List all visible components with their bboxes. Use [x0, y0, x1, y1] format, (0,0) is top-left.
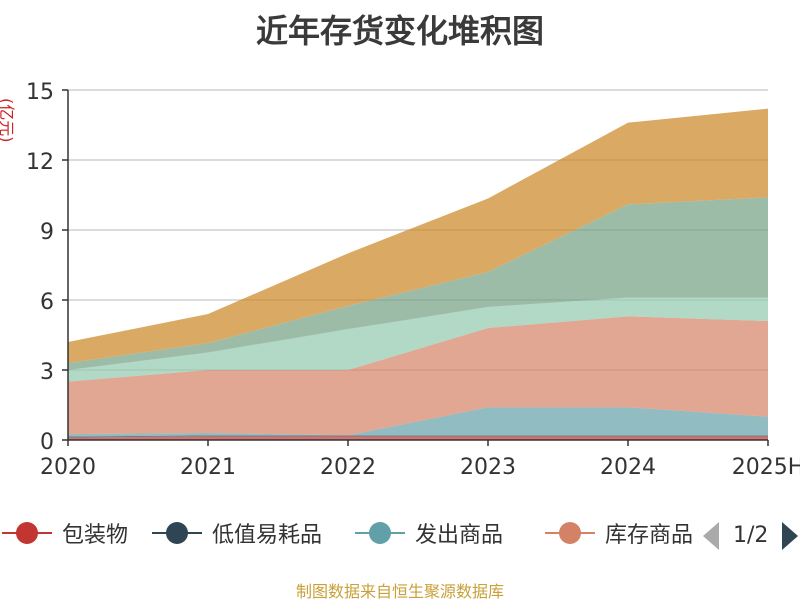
area-series-7: [68, 108, 768, 364]
legend: 包装物 低值易耗品 发出商品 库存商品 1/2: [2, 522, 798, 550]
legend-label: 发出商品: [415, 523, 503, 548]
axes: 0 3 6 9 12 15 2020 2021 2022 2023 2024 2025H: [26, 80, 800, 480]
x-tick-label: 2022: [320, 455, 376, 480]
y-tick-label: 6: [40, 290, 54, 315]
legend-marker: [16, 522, 38, 544]
legend-label: 低值易耗品: [212, 523, 322, 548]
y-tick-label: 12: [26, 150, 54, 175]
data-source-note: 制图数据来自恒生聚源数据库: [295, 582, 504, 601]
legend-item[interactable]: 包装物: [2, 522, 128, 548]
y-tick-label: 15: [26, 80, 54, 105]
legend-marker: [166, 522, 188, 544]
legend-item[interactable]: 发出商品: [355, 522, 503, 548]
x-tick-label: 2023: [460, 455, 516, 480]
x-tick-label: 2020: [40, 455, 96, 480]
legend-next-page-icon[interactable]: [782, 522, 798, 550]
area-series-4: [68, 316, 768, 436]
area-series-2: [68, 435, 768, 438]
chart-title: 近年存货变化堆积图: [255, 12, 544, 50]
area-layers: [68, 108, 768, 440]
legend-page-indicator: 1/2: [733, 523, 768, 548]
y-tick-label: 0: [40, 430, 54, 455]
legend-prev-page-icon[interactable]: [703, 522, 719, 550]
x-tick-label: 2024: [600, 455, 656, 480]
area-series-5: [68, 297, 768, 382]
legend-label: 包装物: [62, 523, 128, 548]
x-tick-label: 2025H: [732, 455, 800, 480]
area-series-6: [68, 197, 768, 370]
legend-marker: [369, 522, 391, 544]
area-series-3: [68, 407, 768, 437]
area-series-1: [68, 436, 768, 440]
y-tick-label: 3: [40, 360, 54, 385]
legend-marker: [559, 522, 581, 544]
legend-label: 库存商品: [605, 523, 693, 548]
x-tick-label: 2021: [180, 455, 236, 480]
legend-item[interactable]: 低值易耗品: [152, 522, 322, 548]
legend-item[interactable]: 库存商品: [545, 522, 693, 548]
y-tick-label: 9: [40, 220, 54, 245]
